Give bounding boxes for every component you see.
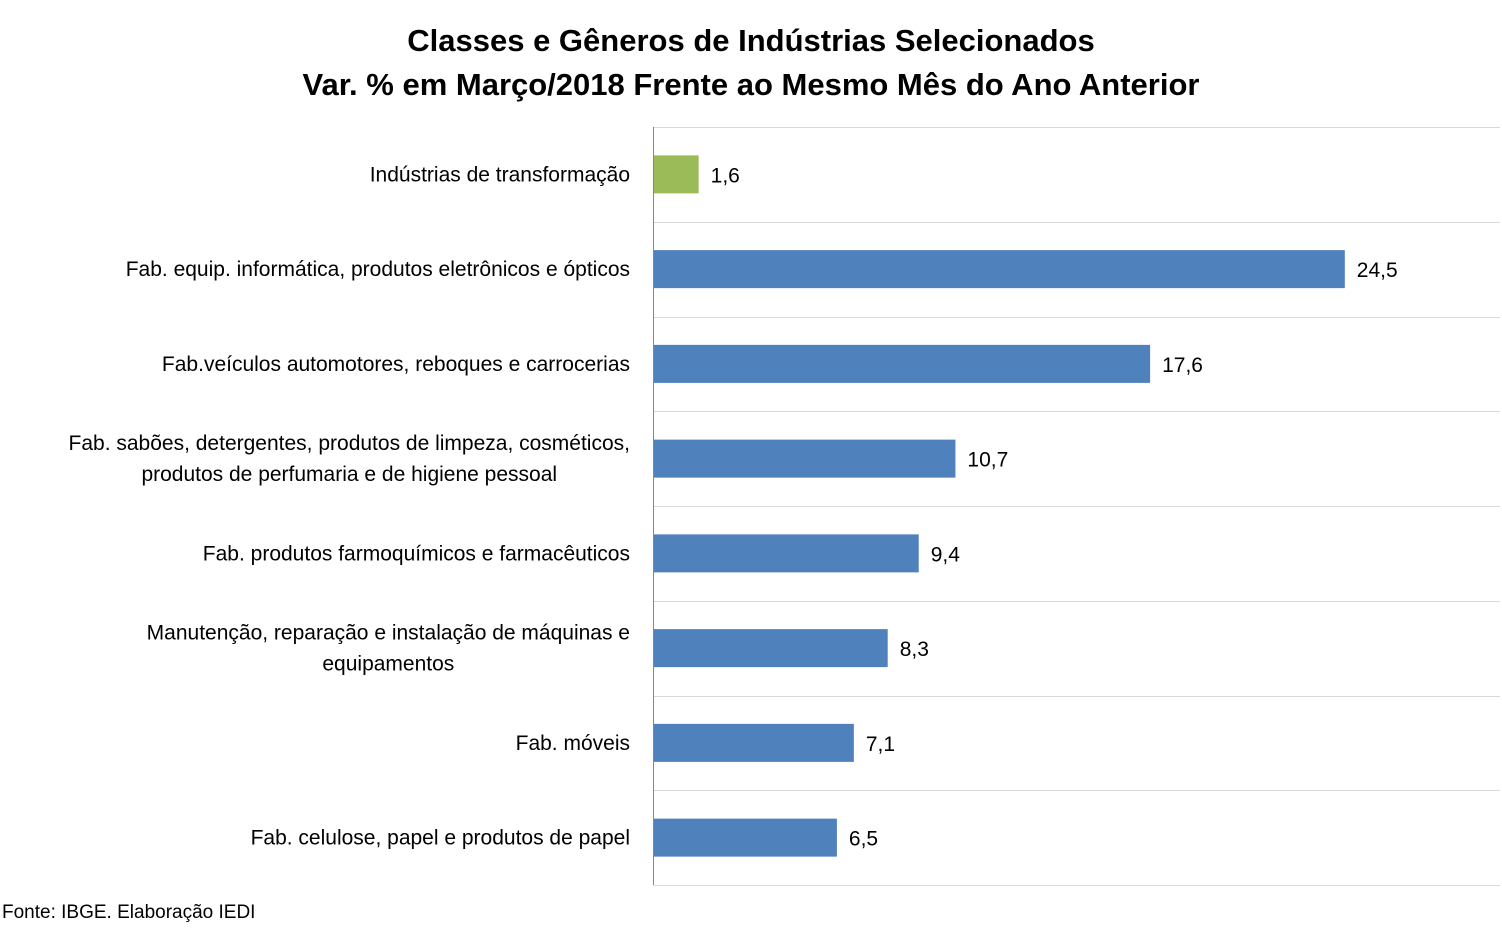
data-label: 24,5 <box>1357 259 1398 282</box>
data-label: 17,6 <box>1162 354 1203 377</box>
bar <box>653 723 854 762</box>
gridlines <box>653 127 1500 886</box>
category-label: Fab. equip. informática, produtos eletrô… <box>126 258 630 281</box>
bar <box>653 155 699 194</box>
bar <box>653 439 956 478</box>
category-labels: Indústrias de transformação Fab. equip. i… <box>69 163 630 849</box>
category-label: Fab. celulose, papel e produtos de papel <box>251 827 630 850</box>
chart-title-line-1: Classes e Gêneros de Indústrias Selecion… <box>407 23 1094 58</box>
category-label: Indústrias de transformação <box>370 163 630 186</box>
bar <box>653 818 837 857</box>
bar <box>653 629 888 668</box>
data-label: 7,1 <box>866 733 895 756</box>
data-label: 1,6 <box>711 164 740 187</box>
data-label: 9,4 <box>931 543 961 566</box>
bars <box>653 155 1345 857</box>
category-label: Fab. produtos farmoquímicos e farmacêuti… <box>203 542 630 565</box>
bar <box>653 534 919 573</box>
source-note: Fonte: IBGE. Elaboração IEDI <box>2 902 255 923</box>
bar <box>653 344 1151 383</box>
data-label: 8,3 <box>900 638 929 661</box>
chart-title: Classes e Gêneros de Indústrias Selecion… <box>303 23 1200 102</box>
data-labels: 1,6 24,5 17,6 10,7 9,4 8,3 7,1 6,5 <box>711 164 1398 850</box>
bar <box>653 250 1345 289</box>
data-label: 10,7 <box>967 449 1008 472</box>
category-label: Fab. sabões, detergentes, produtos de li… <box>69 432 630 486</box>
category-label: Manutenção, reparação e instalação de má… <box>147 622 630 676</box>
category-label: Fab.veículos automotores, reboques e car… <box>162 353 630 376</box>
category-label: Fab. móveis <box>516 732 630 755</box>
chart-title-line-2: Var. % em Março/2018 Frente ao Mesmo Mês… <box>303 67 1200 102</box>
data-label: 6,5 <box>849 828 878 851</box>
